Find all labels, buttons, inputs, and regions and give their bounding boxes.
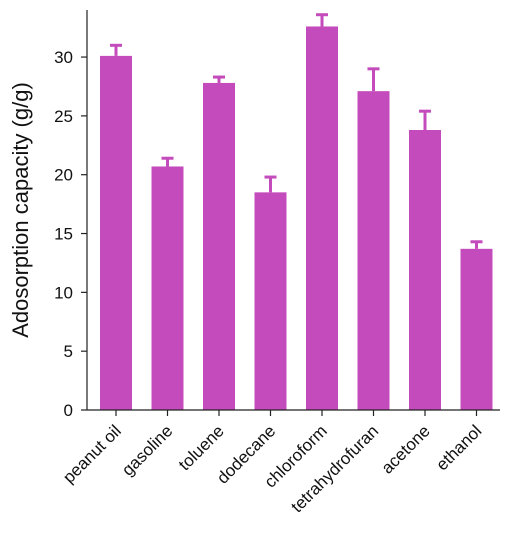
x-tick-label: tetrahydrofuran	[287, 421, 382, 516]
bars-layer	[100, 13, 493, 411]
y-tick-label: 0	[64, 401, 73, 420]
x-tick-label: ethanol	[432, 421, 485, 474]
axes-layer	[86, 10, 500, 411]
bar	[100, 55, 132, 410]
y-tick-label: 30	[54, 48, 73, 67]
bar	[306, 26, 338, 411]
x-tick-label: acetone	[378, 421, 434, 477]
y-tick-label: 20	[54, 166, 73, 185]
bar	[254, 192, 287, 410]
x-axis-ticks: peanut oilgasolinetoluenedodecanechlorof…	[59, 410, 485, 516]
bar	[409, 130, 441, 410]
bar	[203, 82, 235, 411]
y-axis-ticks: 0 5 10 15 20 25 30	[54, 48, 87, 420]
y-axis-title: Adosorption capacity (g/g)	[8, 82, 33, 338]
x-tick-label: peanut oil	[59, 421, 125, 487]
bar	[460, 248, 493, 410]
bar	[357, 91, 390, 411]
x-tick-label: gasoline	[118, 421, 176, 479]
bar	[151, 166, 184, 410]
y-tick-label: 5	[64, 342, 73, 361]
y-tick-label: 10	[54, 283, 73, 302]
y-tick-label: 25	[54, 107, 73, 126]
y-tick-label: 15	[54, 225, 73, 244]
